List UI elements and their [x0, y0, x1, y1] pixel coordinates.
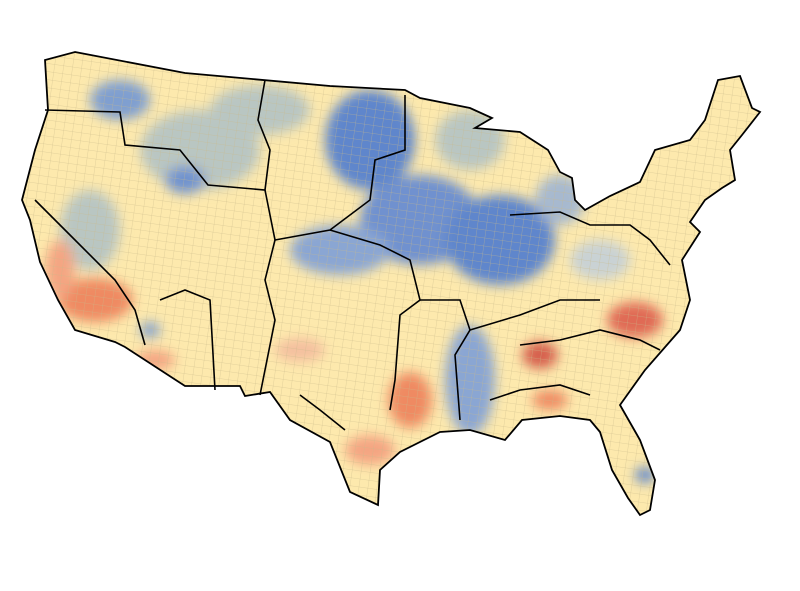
region-boundaries: [34, 79, 671, 431]
